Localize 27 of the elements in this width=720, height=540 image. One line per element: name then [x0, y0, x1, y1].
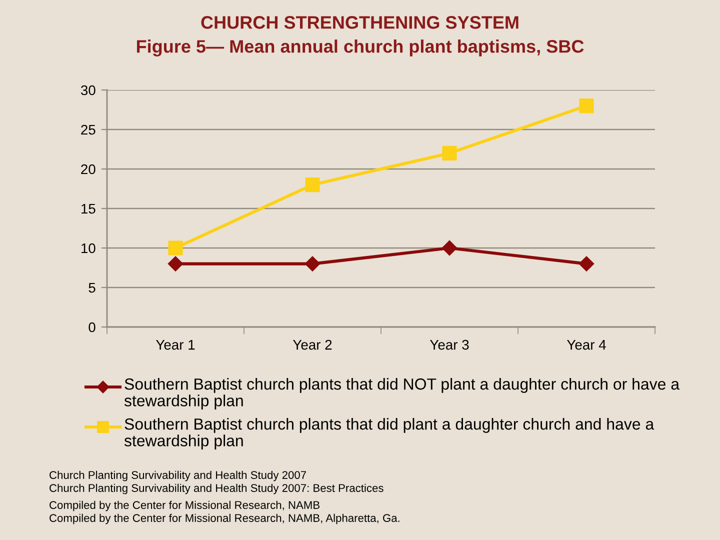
point [579, 98, 594, 114]
point [168, 256, 184, 272]
y-tick-label: 20 [81, 164, 96, 174]
point [442, 240, 458, 256]
point [578, 256, 594, 272]
text: Church Planting Survivability and Health Study 2007: Best Practices [50, 484, 384, 494]
chart-subtitle: Figure 5— Mean annual church plant baptisms, SBC [136, 40, 584, 56]
legend-label: Southern Baptist church plants that did plant a daughter church and have a stewardship plan [124, 418, 654, 450]
y-tick-label: 15 [82, 204, 96, 214]
y-tick-label: 25 [81, 124, 96, 135]
point [304, 256, 320, 272]
point [305, 178, 320, 192]
y-tick-label: 30 [80, 85, 96, 96]
text: Compiled by the Center for Missional Research, NAMB, Alpharetta, Ga. [50, 514, 400, 524]
y-tick-label: 0 [88, 322, 96, 332]
y-tick-label: 5 [88, 282, 96, 293]
x-tick-label: Year 3 [430, 340, 469, 350]
chart-title: CHURCH STRENGTHENING SYSTEM [201, 16, 518, 29]
point [442, 146, 457, 160]
x-tick-label: Year 4 [566, 340, 606, 350]
x-tick-label: Year 2 [292, 340, 332, 350]
text: Church Planting Survivability and Health Study 2007 [50, 470, 306, 482]
point [168, 240, 183, 256]
y-tick-label: 10 [82, 243, 96, 254]
text: Compiled by the Center for Missional Research, NAMB [50, 500, 320, 512]
x-tick-label: Year 1 [156, 340, 195, 350]
legend-label: Southern Baptist church plants that did NOT plant a daughter church or have a stewardship plan [124, 378, 680, 410]
